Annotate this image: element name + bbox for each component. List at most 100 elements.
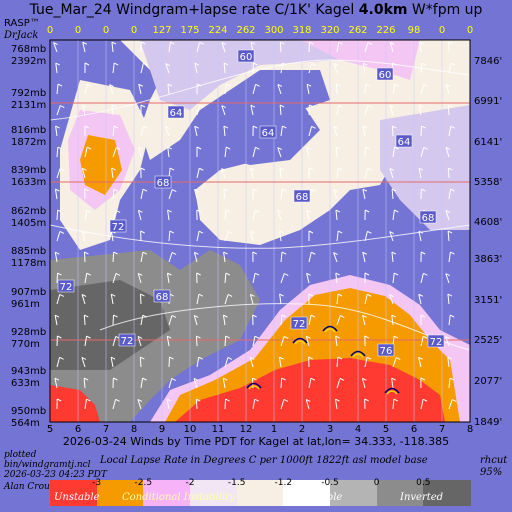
wind-barb-flag bbox=[221, 42, 227, 45]
y-label-pressure: 816mb bbox=[11, 125, 46, 136]
wind-barb bbox=[420, 147, 425, 158]
wind-barb-flag bbox=[225, 209, 231, 213]
wind-barb bbox=[308, 252, 312, 263]
wind-barb-flag bbox=[390, 41, 395, 45]
wind-barb bbox=[335, 83, 338, 95]
wind-barb-flag bbox=[86, 335, 91, 339]
plotted-date: 2026-03-23 04:23 PDT bbox=[4, 470, 107, 480]
isotach-label: 72 bbox=[427, 334, 445, 348]
wind-barb bbox=[420, 84, 425, 95]
isotach-label-text: 60 bbox=[240, 52, 253, 63]
wind-barb bbox=[137, 399, 142, 410]
wind-barb-flag bbox=[480, 189, 484, 191]
wind-barb bbox=[56, 231, 61, 242]
wind-barb bbox=[138, 147, 142, 158]
wind-barb-flag bbox=[142, 377, 147, 381]
wind-barb bbox=[252, 399, 256, 410]
wind-barb-flag bbox=[167, 272, 172, 276]
wind-barb-flag bbox=[113, 62, 119, 66]
wind-barb bbox=[53, 42, 58, 53]
wind-barb-flag bbox=[445, 273, 450, 276]
wstar-value: 0 bbox=[131, 25, 137, 36]
y-label-height-ft: 6991' bbox=[474, 96, 502, 107]
wind-barb bbox=[54, 189, 58, 200]
wind-barb-flag bbox=[282, 125, 287, 129]
wind-barb-flag bbox=[138, 83, 143, 87]
wind-barb-flag bbox=[279, 293, 284, 297]
wind-barb-flag bbox=[277, 147, 282, 150]
wind-barb-flag bbox=[338, 41, 343, 45]
wind-barb bbox=[279, 41, 282, 53]
wind-barb-flag bbox=[309, 104, 314, 108]
wind-barb bbox=[277, 210, 282, 221]
wind-barb bbox=[448, 399, 453, 410]
wind-barb-flag bbox=[60, 105, 65, 108]
legend-tick: -0.5 bbox=[321, 478, 339, 488]
wind-barb-flag bbox=[57, 335, 62, 339]
wind-barb-flag bbox=[335, 272, 341, 276]
wind-barb-flag bbox=[250, 356, 255, 360]
isotach-label-text: 64 bbox=[398, 137, 411, 148]
wind-barb bbox=[280, 377, 283, 389]
wind-barb bbox=[224, 398, 227, 410]
isotach-label: 68 bbox=[153, 289, 171, 303]
wind-barb-flag bbox=[86, 146, 92, 150]
legend-swatch bbox=[190, 480, 238, 506]
isotach-label-box bbox=[395, 134, 413, 148]
wind-barb-flag bbox=[367, 104, 372, 108]
wind-barb-flag bbox=[396, 357, 401, 360]
wind-barb-flag bbox=[335, 209, 341, 213]
wind-barb-flag bbox=[167, 209, 172, 213]
wind-barb-flag bbox=[113, 188, 119, 192]
wind-barb-flag bbox=[279, 104, 285, 108]
y-label-height-ft: 3151' bbox=[474, 295, 502, 306]
wind-barb-flag bbox=[170, 41, 175, 45]
plotted-author: Alan Crouse bbox=[4, 482, 60, 492]
wind-barb bbox=[420, 336, 424, 347]
isotach-label-box bbox=[377, 343, 395, 357]
y-label-height-ft: 6141' bbox=[474, 137, 502, 148]
wind-barb-flag bbox=[55, 188, 60, 192]
wind-barb-flag bbox=[225, 272, 231, 276]
legend-tick: -3 bbox=[92, 478, 102, 488]
wind-barb bbox=[56, 105, 61, 116]
wind-barb bbox=[166, 399, 170, 410]
wind-barb bbox=[391, 378, 394, 389]
wind-barb-flag bbox=[279, 167, 285, 171]
wind-barb bbox=[222, 378, 226, 389]
wind-barb-flag bbox=[223, 188, 229, 192]
wind-barb bbox=[420, 125, 423, 137]
wind-barb bbox=[55, 63, 58, 74]
wind-barb bbox=[252, 210, 256, 221]
isotach-label: 68 bbox=[154, 175, 172, 189]
isotach-label-text: 72 bbox=[430, 337, 443, 348]
wind-barb-flag bbox=[418, 356, 423, 360]
wind-barb-flag bbox=[277, 210, 282, 214]
wind-barb-flag bbox=[475, 210, 479, 212]
legend-label-conditional: Conditional Instability bbox=[122, 492, 235, 503]
wind-barb bbox=[336, 356, 339, 368]
wind-barb-flag bbox=[113, 251, 118, 255]
wind-barb-flag bbox=[367, 167, 372, 171]
wind-barb bbox=[336, 294, 339, 305]
x-tick-label: 12 bbox=[240, 424, 253, 435]
wind-barb-flag bbox=[194, 62, 200, 66]
wind-barb-flag bbox=[392, 125, 397, 129]
wind-barb-flag bbox=[308, 230, 314, 234]
wstar-value: 320 bbox=[320, 25, 339, 36]
wind-barb bbox=[392, 398, 395, 410]
wind-barb-flag bbox=[394, 209, 399, 213]
y-label-pressure: 907mb bbox=[11, 287, 46, 298]
wind-barb bbox=[137, 273, 142, 284]
wind-barb bbox=[81, 168, 86, 179]
wind-barb bbox=[336, 168, 339, 179]
wind-barb bbox=[167, 210, 170, 221]
wind-barb-flag bbox=[166, 398, 172, 402]
isotach-label: 76 bbox=[377, 343, 395, 357]
plotted-script: bin/windgramtj.ncl bbox=[4, 460, 91, 470]
thermal-marker bbox=[292, 337, 308, 344]
wind-barb bbox=[333, 252, 338, 263]
wind-barb bbox=[55, 126, 58, 137]
wind-barb-flag bbox=[364, 335, 370, 339]
wind-barb bbox=[224, 335, 227, 347]
